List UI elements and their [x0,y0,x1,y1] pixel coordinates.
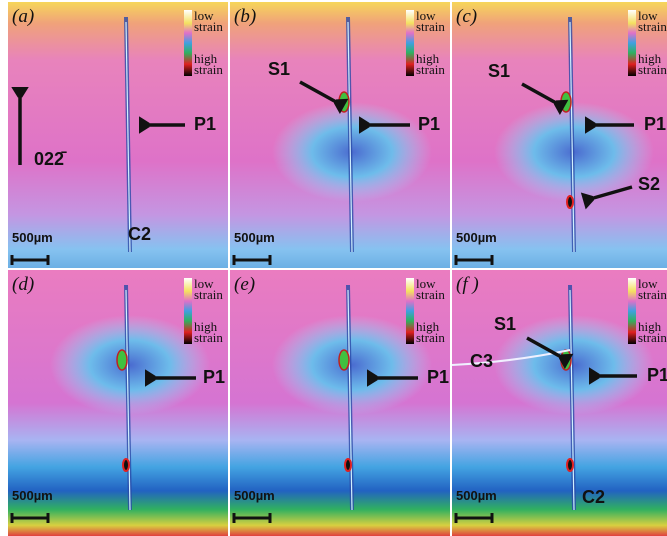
annotation: P1 [194,114,216,134]
scale-bar [454,255,494,265]
arrow [590,185,633,199]
legend-text: high [194,319,218,334]
legend-text: strain [416,330,445,345]
crack-core [347,289,353,511]
arrow [526,336,563,358]
scale-bar-label: 500µm [12,230,53,245]
legend-text: strain [638,287,667,302]
legend-text: high [638,319,662,334]
panel-label: (b) [234,6,256,27]
color-bar [184,10,192,76]
panel-label: (f ) [456,274,479,295]
legend-text: low [416,276,436,291]
arrow [521,82,558,104]
hot-spot [338,349,350,371]
legend-text: low [194,276,214,291]
legend-text: strain [638,19,667,34]
arrow [299,80,338,103]
annotation: P1 [418,114,440,134]
legend-text: low [194,8,214,23]
legend-text: strain [194,19,223,34]
panel-label: (a) [12,6,34,27]
crack-core [347,21,353,253]
hot-spot [566,458,574,472]
annotation: C2 [582,487,605,507]
scale-bar [10,255,50,265]
legend-text: high [194,51,218,66]
legend-text: low [638,8,658,23]
scale-bar [232,513,272,523]
panel-label: (c) [456,6,477,27]
legend-text: strain [194,287,223,302]
legend-text: strain [638,62,667,77]
color-bar [628,278,636,344]
strain-lobe [272,315,432,415]
annotation: P1 [203,367,225,387]
hot-spot [566,195,574,209]
scale-bar [454,513,494,523]
legend-text: strain [638,330,667,345]
scale-bar-label: 500µm [456,488,497,503]
annotation: S1 [494,314,516,334]
color-bar [628,10,636,76]
annotation: P1 [427,367,449,387]
legend-text: strain [194,330,223,345]
legend-text: high [416,51,440,66]
panel-label: (e) [234,274,255,295]
scale-bar-label: 500µm [234,230,275,245]
hot-spot [560,349,572,371]
crack-core [569,289,575,511]
hot-spot [338,91,350,113]
strain-lobe [50,315,210,415]
annotation: S1 [488,61,510,81]
legend-text: strain [194,62,223,77]
legend-text: high [638,51,662,66]
legend-text: low [638,276,658,291]
crack [452,349,571,366]
annotation: P1 [644,114,666,134]
color-bar [406,278,414,344]
hot-spot [116,349,128,371]
hot-spot [344,458,352,472]
annotation: S2 [638,174,660,194]
scale-bar [232,255,272,265]
hot-spot [560,91,572,113]
hot-spot [122,458,130,472]
color-bar [184,278,192,344]
annotation: S1 [268,59,290,79]
scale-bar-label: 500µm [456,230,497,245]
legend-text: strain [416,287,445,302]
annotation: P1 [647,365,667,385]
legend-text: strain [416,62,445,77]
scale-bar [10,513,50,523]
crack-core [125,21,131,253]
legend-text: low [416,8,436,23]
crack-core [569,21,575,253]
strain-map [8,2,228,268]
annotation: C3 [470,351,493,371]
color-bar [406,10,414,76]
scale-bar-label: 500µm [12,488,53,503]
annotation: 022̄ [34,149,67,169]
scale-bar-label: 500µm [234,488,275,503]
annotation: C2 [128,224,151,244]
panel-label: (d) [12,274,34,295]
crack-core [125,289,131,511]
legend-text: high [416,319,440,334]
legend-text: strain [416,19,445,34]
